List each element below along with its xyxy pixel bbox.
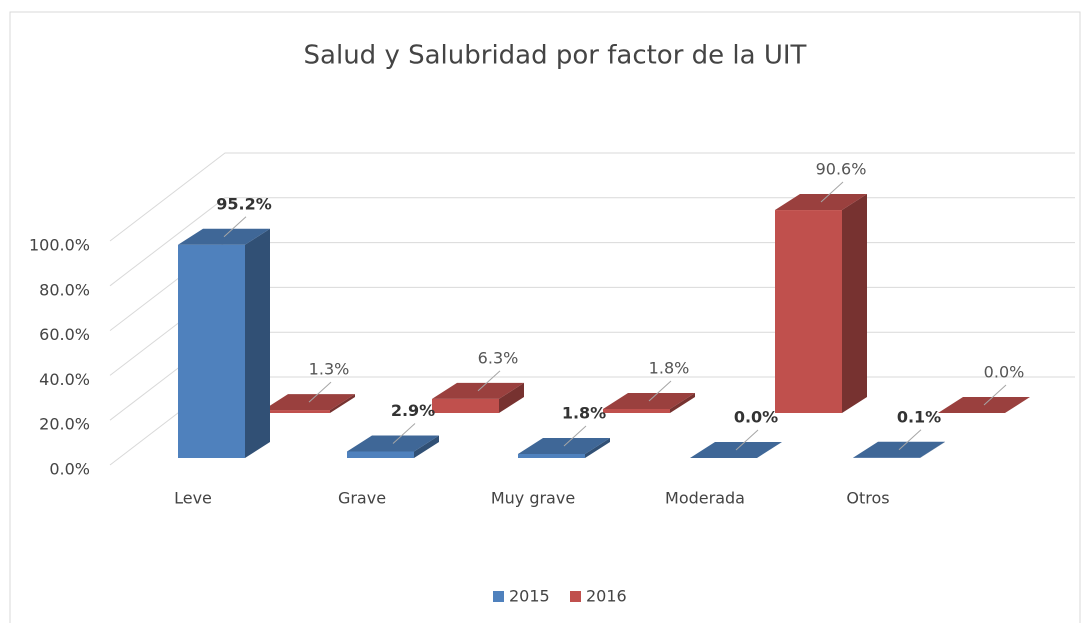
leader-line [392,423,416,444]
bar-side [842,194,867,413]
data-label: 0.1% [897,407,941,426]
legend-label: 2015 [509,587,550,606]
data-label: 6.3% [478,348,519,367]
bar-side [245,228,270,458]
leader-line [820,181,844,203]
leader-line [308,381,332,403]
leader-line [223,216,247,238]
data-label: 0.0% [734,408,778,427]
bar-side [585,437,610,458]
y-tick-label: 40.0% [39,370,90,389]
data-label: 0.0% [984,363,1025,382]
x-tick-label: Moderada [665,489,745,508]
y-tick-label: 60.0% [39,325,90,344]
leader-line [648,380,672,402]
bar-side [499,382,524,413]
chart-title: Salud y Salubridad por factor de la UIT [304,41,807,71]
bar-side [920,441,945,458]
y-tick-label: 100.0% [29,236,90,255]
leader-line [735,429,759,451]
data-label: 90.6% [816,160,867,179]
bar-side [330,394,355,413]
legend-label: 2016 [586,587,627,606]
bar [518,453,585,458]
data-label: 1.8% [562,403,606,422]
chart-frame [9,11,1081,623]
leader-line [563,425,587,447]
bar [603,408,670,413]
bar-side [670,392,695,413]
x-tick-label: Leve [174,489,212,508]
data-label: 1.3% [309,360,350,379]
legend-swatch [493,591,504,602]
leader-line [477,370,501,392]
bar [775,210,842,413]
data-label: 95.2% [216,194,272,213]
x-tick-label: Muy grave [491,489,575,508]
x-tick-label: Grave [338,489,386,508]
y-tick-label: 20.0% [39,415,90,434]
grid-line [109,197,1075,287]
bar [178,244,245,458]
grid-line [109,152,1075,242]
leader-line [983,384,1007,406]
x-tick-label: Otros [846,489,889,508]
bar [263,410,330,413]
data-label: 2.9% [391,401,435,420]
data-label: 1.8% [649,358,690,377]
y-tick-label: 80.0% [39,280,90,299]
y-tick-label: 0.0% [49,460,90,479]
legend-swatch [570,591,581,602]
bar [347,451,414,458]
bar-side [414,435,439,458]
leader-line [898,429,922,451]
bar [432,398,499,413]
